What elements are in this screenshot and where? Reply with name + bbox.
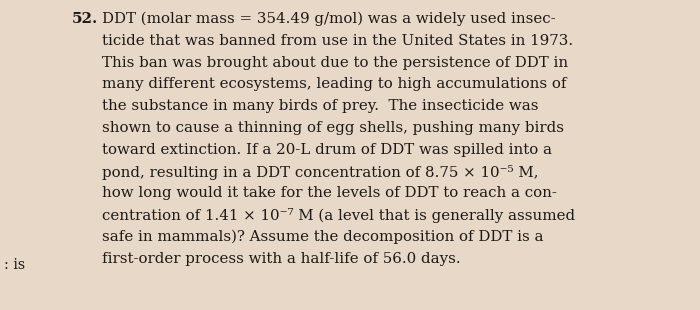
Text: 52.: 52. (72, 12, 98, 26)
Text: toward extinction. If a 20-L drum of DDT was spilled into a: toward extinction. If a 20-L drum of DDT… (102, 143, 552, 157)
Text: the substance in many birds of prey.  The insecticide was: the substance in many birds of prey. The… (102, 99, 538, 113)
Text: how long would it take for the levels of DDT to reach a con-: how long would it take for the levels of… (102, 186, 557, 200)
Text: first-order process with a half-life of 56.0 days.: first-order process with a half-life of … (102, 252, 461, 266)
Text: pond, resulting in a DDT concentration of 8.75 × 10⁻⁵ M,: pond, resulting in a DDT concentration o… (102, 165, 538, 179)
Text: ticide that was banned from use in the United States in 1973.: ticide that was banned from use in the U… (102, 34, 573, 48)
Text: many different ecosystems, leading to high accumulations of: many different ecosystems, leading to hi… (102, 78, 566, 91)
Text: : is: : is (4, 258, 25, 272)
Text: centration of 1.41 × 10⁻⁷ M (a level that is generally assumed: centration of 1.41 × 10⁻⁷ M (a level tha… (102, 208, 575, 223)
Text: shown to cause a thinning of egg shells, pushing many birds: shown to cause a thinning of egg shells,… (102, 121, 564, 135)
Text: This ban was brought about due to the persistence of DDT in: This ban was brought about due to the pe… (102, 55, 568, 70)
Text: safe in mammals)? Assume the decomposition of DDT is a: safe in mammals)? Assume the decompositi… (102, 230, 543, 244)
Text: DDT (molar mass = 354.49 g/mol) was a widely used insec-: DDT (molar mass = 354.49 g/mol) was a wi… (102, 12, 556, 26)
